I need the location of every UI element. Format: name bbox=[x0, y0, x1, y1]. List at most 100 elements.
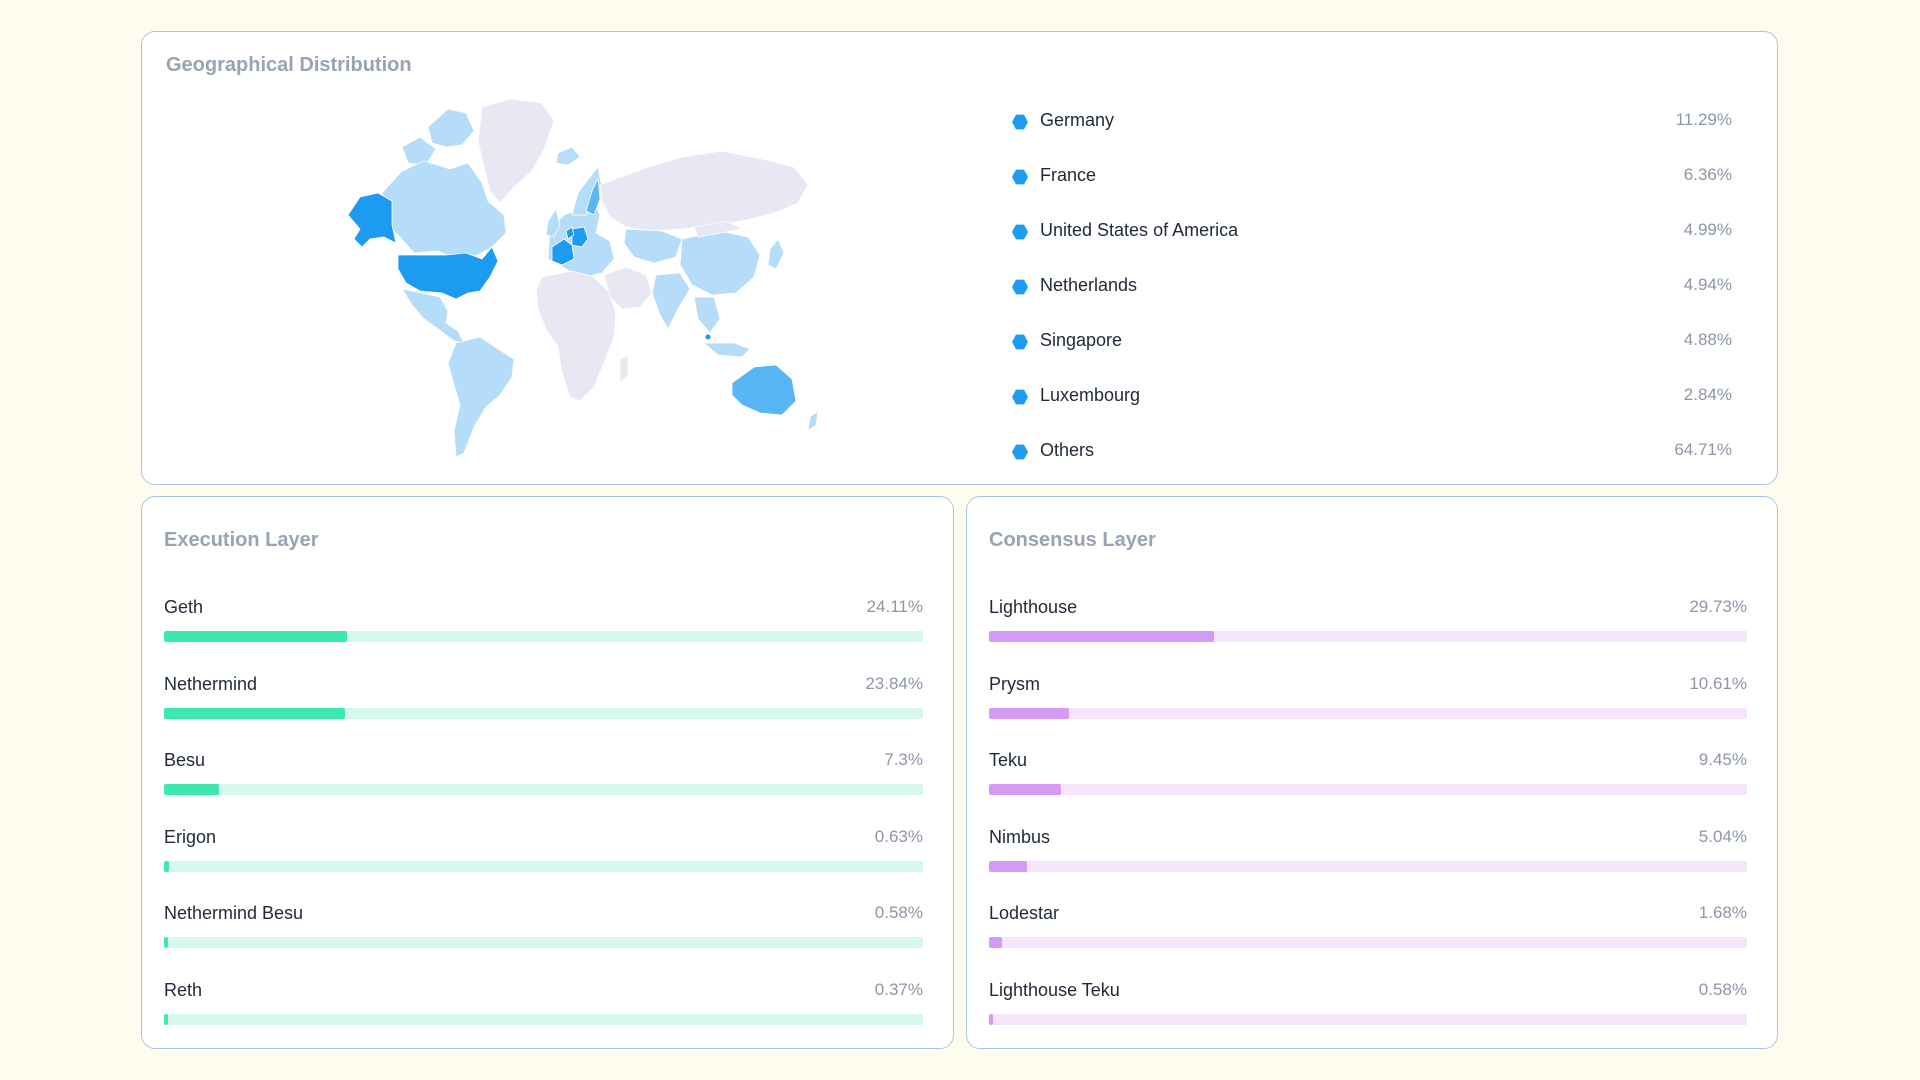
consensus-card-title: Consensus Layer bbox=[989, 529, 1156, 551]
client-bar-fill bbox=[989, 707, 1070, 719]
client-percent: 29.73% bbox=[1689, 597, 1747, 616]
client-bar-track bbox=[164, 860, 923, 872]
client-name: Besu bbox=[164, 750, 206, 770]
client-name: Geth bbox=[164, 597, 204, 617]
map-south-america[interactable] bbox=[447, 336, 515, 458]
client-row[interactable]: Besu 7.3% bbox=[164, 750, 923, 827]
map-central-asia[interactable] bbox=[623, 228, 683, 264]
client-bar-track bbox=[989, 937, 1747, 948]
legend-country-percent: 2.84% bbox=[1683, 385, 1732, 404]
map-middle-east[interactable] bbox=[603, 266, 653, 310]
client-percent: 5.04% bbox=[1698, 826, 1747, 846]
map-canada[interactable] bbox=[381, 160, 507, 260]
map-sweden[interactable] bbox=[585, 177, 601, 216]
client-row[interactable]: Lighthouse 29.73% bbox=[989, 597, 1747, 674]
client-name: Nethermind bbox=[164, 673, 258, 694]
client-bar-fill bbox=[989, 937, 1002, 948]
map-canada-islands[interactable] bbox=[427, 108, 475, 148]
client-percent: 1.68% bbox=[1698, 903, 1747, 922]
legend-item[interactable]: France 6.36% bbox=[1012, 157, 1732, 212]
geographical-distribution-card: Geographical Distribution bbox=[141, 31, 1778, 485]
map-usa[interactable] bbox=[397, 246, 499, 300]
map-greenland[interactable] bbox=[477, 98, 555, 204]
map-netherlands[interactable] bbox=[565, 226, 575, 240]
legend-country-percent: 4.88% bbox=[1683, 330, 1732, 349]
world-map[interactable] bbox=[242, 97, 822, 467]
client-bar-track bbox=[989, 784, 1747, 795]
map-singapore[interactable] bbox=[705, 334, 711, 340]
consensus-client-list: Lighthouse 29.73% Prysm 10.61% Teku 9.45% Nimb… bbox=[989, 597, 1747, 1056]
legend-country-name: Netherlands bbox=[1040, 275, 1138, 295]
client-row[interactable]: Reth 0.37% bbox=[164, 980, 923, 1057]
client-bar-track bbox=[989, 1013, 1747, 1025]
execution-client-list: Geth 24.11% Nethermind 23.84% Besu 7.3% Erigon… bbox=[164, 597, 923, 1056]
client-name: Prysm bbox=[989, 673, 1040, 694]
client-percent: 24.11% bbox=[866, 597, 923, 616]
client-name: Lodestar bbox=[989, 903, 1060, 923]
map-germany[interactable] bbox=[571, 226, 589, 248]
client-bar-fill bbox=[164, 784, 220, 795]
client-row[interactable]: Nethermind Besu 0.58% bbox=[164, 903, 923, 980]
legend-item[interactable]: Singapore 4.88% bbox=[1012, 322, 1732, 377]
client-percent: 10.61% bbox=[1689, 673, 1747, 693]
map-africa[interactable] bbox=[535, 270, 617, 402]
map-iceland[interactable] bbox=[555, 146, 581, 166]
client-name: Lighthouse bbox=[989, 597, 1078, 617]
client-bar-fill bbox=[989, 631, 1215, 642]
legend-country-percent: 4.99% bbox=[1683, 220, 1732, 239]
map-india[interactable] bbox=[651, 272, 691, 330]
legend-item[interactable]: Others 64.71% bbox=[1012, 432, 1732, 487]
client-row[interactable]: Nethermind 23.84% bbox=[164, 674, 923, 751]
client-row[interactable]: Erigon 0.63% bbox=[164, 827, 923, 904]
consensus-layer-card: Consensus Layer Lighthouse 29.73% Prysm 10.… bbox=[966, 496, 1778, 1049]
client-bar-track bbox=[164, 784, 923, 795]
legend-item[interactable]: Germany 11.29% bbox=[1012, 102, 1732, 157]
legend-item[interactable]: Netherlands 4.94% bbox=[1012, 267, 1732, 322]
client-bar-fill bbox=[164, 1013, 168, 1025]
client-name: Lighthouse Teku bbox=[989, 979, 1120, 1000]
legend-item[interactable]: Luxembourg 2.84% bbox=[1012, 377, 1732, 432]
execution-layer-card: Execution Layer Geth 24.11% Nethermind 23.8… bbox=[141, 496, 954, 1049]
geo-legend: Germany 11.29% France 6.36% United States of… bbox=[1012, 102, 1732, 487]
client-row[interactable]: Lighthouse Teku 0.58% bbox=[989, 980, 1747, 1057]
map-uk[interactable] bbox=[545, 208, 561, 238]
client-row[interactable]: Prysm 10.61% bbox=[989, 674, 1747, 751]
client-row[interactable]: Lodestar 1.68% bbox=[989, 903, 1747, 980]
map-canada-islands-2[interactable] bbox=[401, 136, 437, 166]
legend-country-name: Luxembourg bbox=[1040, 385, 1141, 405]
legend-country-name: United States of America bbox=[1040, 220, 1239, 240]
map-alaska[interactable] bbox=[347, 192, 397, 248]
client-percent: 9.45% bbox=[1698, 750, 1747, 769]
map-mongolia[interactable] bbox=[693, 220, 744, 238]
legend-country-percent: 6.36% bbox=[1683, 165, 1732, 184]
map-japan[interactable] bbox=[767, 238, 785, 270]
client-name: Erigon bbox=[164, 826, 217, 847]
map-new-zealand[interactable] bbox=[807, 410, 819, 432]
legend-item[interactable]: United States of America 4.99% bbox=[1012, 212, 1732, 267]
hexagon-icon bbox=[1012, 444, 1028, 460]
map-australia[interactable] bbox=[731, 364, 797, 416]
client-name: Reth bbox=[164, 979, 203, 1000]
legend-country-name: Others bbox=[1040, 440, 1095, 460]
client-bar-fill bbox=[989, 784, 1061, 795]
map-southeast-asia[interactable] bbox=[693, 296, 721, 334]
legend-country-name: Germany bbox=[1040, 110, 1115, 130]
client-bar-track bbox=[989, 860, 1747, 872]
hexagon-icon bbox=[1012, 334, 1028, 350]
map-russia[interactable] bbox=[599, 150, 809, 232]
legend-country-percent: 11.29% bbox=[1675, 110, 1732, 129]
client-row[interactable]: Teku 9.45% bbox=[989, 750, 1747, 827]
client-name: Teku bbox=[989, 750, 1028, 770]
map-madagascar[interactable] bbox=[619, 354, 629, 384]
map-indonesia[interactable] bbox=[702, 342, 751, 358]
client-row[interactable]: Nimbus 5.04% bbox=[989, 827, 1747, 904]
legend-country-name: France bbox=[1040, 165, 1097, 185]
client-bar-fill bbox=[164, 860, 169, 872]
map-mexico[interactable] bbox=[401, 288, 465, 344]
client-name: Nimbus bbox=[989, 826, 1051, 847]
map-france[interactable] bbox=[551, 238, 575, 266]
map-china[interactable] bbox=[679, 230, 761, 296]
hexagon-icon bbox=[1012, 389, 1028, 405]
client-bar-track bbox=[164, 1013, 923, 1025]
client-row[interactable]: Geth 24.11% bbox=[164, 597, 923, 674]
